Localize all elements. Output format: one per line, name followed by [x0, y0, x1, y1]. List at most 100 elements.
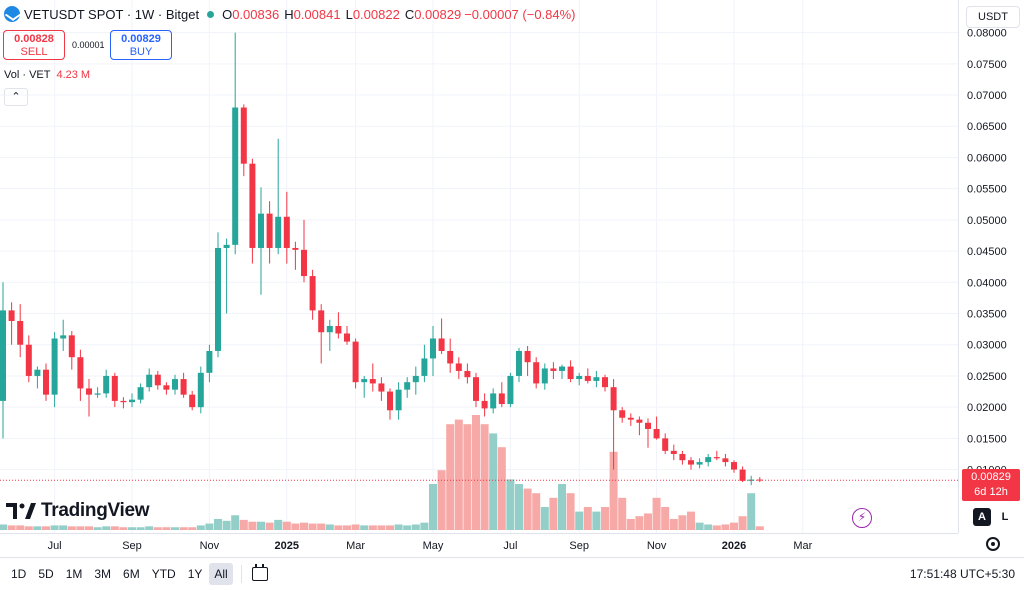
price-scale: 0.08000 0.07500 0.07000 0.06500 0.06000 0.055… — [967, 28, 1007, 477]
candle-body — [258, 213, 264, 248]
volume-bar — [205, 523, 214, 530]
timeframe-button[interactable]: All — [209, 563, 233, 585]
chart-pane[interactable]: VETUSDT SPOT · 1W · Bitget O 0.00836 H 0… — [0, 0, 958, 533]
volume-bar — [188, 527, 197, 530]
candle-body — [137, 387, 144, 400]
volume-bar — [67, 526, 76, 530]
symbol-title[interactable]: VETUSDT SPOT · 1W · Bitget — [24, 6, 200, 22]
candles — [0, 32, 763, 486]
volume-bar — [532, 493, 541, 530]
volume-bar — [695, 522, 704, 530]
low-value: 0.00822 — [352, 6, 400, 22]
timeframe-button[interactable]: 3M — [94, 567, 112, 581]
volume-bar — [50, 525, 59, 530]
volume-bar — [171, 527, 179, 530]
candle-body — [430, 338, 436, 359]
timeframe-button[interactable]: 6M — [123, 567, 140, 581]
volume-bar — [454, 419, 463, 530]
candle-body — [421, 358, 428, 376]
candle-body — [705, 457, 712, 463]
candle-body — [154, 374, 161, 386]
current-price-label: 0.00829 6d 12h — [962, 469, 1020, 501]
tradingview-logo: TradingView — [6, 500, 150, 522]
price-tick-label: 0.02000 — [967, 402, 1007, 414]
bottom-toolbar: 1D 5D 1M 3M 6M YTD 1Y All 17:51:48 UTC+5… — [0, 557, 1024, 590]
currency-selector[interactable]: USDT — [966, 6, 1020, 28]
sell-button[interactable]: 0.00828 SELL — [3, 30, 65, 60]
volume-bar — [136, 527, 145, 530]
candle-body — [206, 350, 213, 373]
volume-bar — [403, 525, 412, 530]
volume-bar — [480, 424, 489, 530]
candle-body — [516, 350, 522, 376]
time-tick-label: Sep — [569, 540, 589, 552]
candle-body — [163, 385, 170, 390]
candle-body — [567, 366, 574, 380]
market-open-dot-icon — [207, 10, 215, 18]
volume-bar — [712, 525, 721, 530]
candle-body — [602, 377, 608, 388]
volume-bar — [644, 513, 652, 530]
volume-bar — [377, 525, 386, 530]
volume-legend[interactable]: Vol · VET 4.23 M — [4, 69, 90, 81]
flash-icon[interactable]: ⚡ — [852, 508, 872, 528]
time-axis[interactable]: Jul Sep Nov 2025 Mar May Jul Sep Nov 2026 Mar — [0, 533, 958, 557]
open-label: O — [222, 6, 233, 22]
volume-bar — [463, 424, 472, 530]
candle-body — [739, 469, 746, 481]
volume-bar — [334, 525, 343, 530]
calendar-icon[interactable] — [251, 564, 268, 581]
log-scale-button[interactable]: L — [1001, 511, 1009, 523]
candle-body — [610, 387, 617, 411]
candle-body — [283, 216, 290, 248]
collapse-legend-button[interactable]: ⌃ — [4, 88, 28, 106]
candle-body — [498, 393, 505, 405]
low-label: L — [345, 6, 353, 22]
candle-body — [369, 379, 376, 384]
vechain-logo-icon — [4, 6, 20, 22]
volume-bar — [162, 527, 171, 530]
volume-bar — [368, 525, 377, 530]
volume-bar — [592, 511, 601, 530]
candle-body — [189, 394, 196, 408]
volume-bar — [360, 525, 369, 530]
volume-bar — [102, 526, 111, 530]
price-tick-label: 0.07500 — [967, 59, 1007, 71]
price-tick-label: 0.03500 — [967, 309, 1007, 321]
volume-bar — [506, 479, 515, 530]
price-tick-label: 0.07000 — [967, 90, 1007, 102]
timeframe-button[interactable]: 1M — [65, 567, 83, 581]
volume-bar — [317, 523, 326, 530]
close-label: C — [404, 6, 415, 22]
timeframe-button[interactable]: YTD — [151, 567, 176, 581]
price-axis[interactable]: 0.08000 0.07500 0.07000 0.06500 0.06000 0.055… — [958, 0, 1024, 533]
candle-body — [232, 107, 239, 245]
candle-body — [86, 388, 92, 395]
volume-bar — [721, 524, 730, 530]
timeframe-button[interactable]: 1D — [11, 567, 27, 581]
volume-bar — [325, 524, 334, 530]
time-tick-label: Jul — [503, 540, 517, 552]
candle-body — [404, 382, 411, 390]
candle-body — [172, 379, 178, 390]
buy-button[interactable]: 0.00829 BUY — [110, 30, 172, 60]
timeframe-button[interactable]: 1Y — [187, 567, 203, 581]
candle-body — [335, 326, 342, 334]
candle-body — [34, 369, 41, 376]
candle-body — [275, 216, 282, 248]
auto-scale-button[interactable]: A — [973, 508, 991, 526]
settings-gear-icon[interactable] — [986, 537, 1000, 551]
volume-bar — [24, 526, 33, 530]
candle-body — [352, 341, 359, 383]
timeframe-button[interactable]: 5D — [38, 567, 54, 581]
time-tick-label: Mar — [346, 540, 365, 552]
candle-body — [0, 310, 6, 401]
symbol-legend[interactable]: VETUSDT SPOT · 1W · Bitget O 0.00836 H 0… — [4, 6, 579, 22]
volume-bar — [704, 524, 713, 530]
volume-bar — [179, 527, 188, 530]
volume-bar — [661, 507, 670, 530]
candlestick-chart[interactable] — [0, 0, 958, 533]
volume-bar — [549, 497, 558, 530]
volume-bar — [738, 516, 747, 530]
price-tick-label: 0.04000 — [967, 277, 1007, 289]
